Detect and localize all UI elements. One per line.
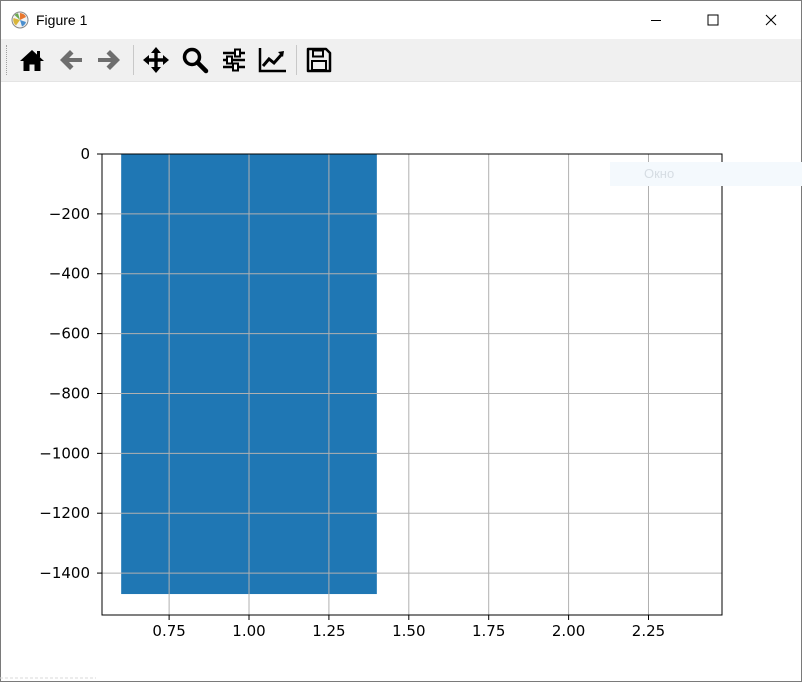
maximize-icon [707, 14, 719, 26]
pan-button[interactable] [140, 44, 172, 76]
x-tick-label: 1.00 [232, 622, 265, 640]
axes-frame [101, 153, 723, 616]
y-tick-label: −1200 [39, 504, 90, 522]
x-tick-label: 2.00 [552, 622, 585, 640]
x-tick-label: 1.75 [472, 622, 505, 640]
back-button[interactable] [55, 44, 87, 76]
matplotlib-icon [11, 11, 29, 29]
y-tick-label: −800 [49, 384, 90, 402]
move-icon [143, 47, 169, 73]
close-icon [765, 14, 777, 26]
minimize-icon [651, 20, 661, 21]
toolbar-separator [133, 45, 134, 75]
forward-button[interactable] [93, 44, 125, 76]
window-title: Figure 1 [36, 12, 88, 28]
subplots-button[interactable] [218, 44, 250, 76]
sliders-icon [223, 48, 245, 72]
title-bar[interactable]: Figure 1 [1, 1, 801, 39]
zoom-button[interactable] [179, 44, 211, 76]
x-tick-label: 1.50 [392, 622, 425, 640]
home-button[interactable] [16, 44, 48, 76]
y-tick-label: −400 [49, 265, 90, 283]
maximize-button[interactable] [690, 1, 736, 39]
y-tick-label: −1400 [39, 564, 90, 582]
y-tick-label: −1000 [39, 444, 90, 462]
x-tick-label: 2.25 [632, 622, 665, 640]
magnifier-icon [182, 47, 209, 74]
arrow-right-icon [98, 50, 120, 70]
home-icon [20, 50, 44, 71]
minimize-button[interactable] [633, 1, 679, 39]
toolbar-separator [296, 45, 297, 75]
toolbar-grip[interactable] [6, 45, 9, 75]
x-tick-label: 0.75 [152, 622, 185, 640]
close-button[interactable] [748, 1, 794, 39]
save-button[interactable] [303, 44, 335, 76]
y-tick-label: 0 [80, 145, 90, 163]
bar-chart[interactable]: 0.75 1.00 1.25 1.50 1.75 2.00 2.25 0 −200 −400 −60… [1, 82, 801, 681]
y-tick-label: −600 [49, 325, 90, 343]
arrow-left-icon [60, 50, 82, 70]
line-chart-icon [258, 48, 286, 73]
edit-axes-button[interactable] [257, 44, 289, 76]
window-edge-artifact [0, 677, 96, 679]
y-tick-label: −200 [49, 205, 90, 223]
x-tick-label: 1.25 [312, 622, 345, 640]
floppy-disk-icon [306, 47, 332, 73]
navigation-toolbar [1, 39, 801, 82]
tooltip: Окно [610, 162, 802, 186]
